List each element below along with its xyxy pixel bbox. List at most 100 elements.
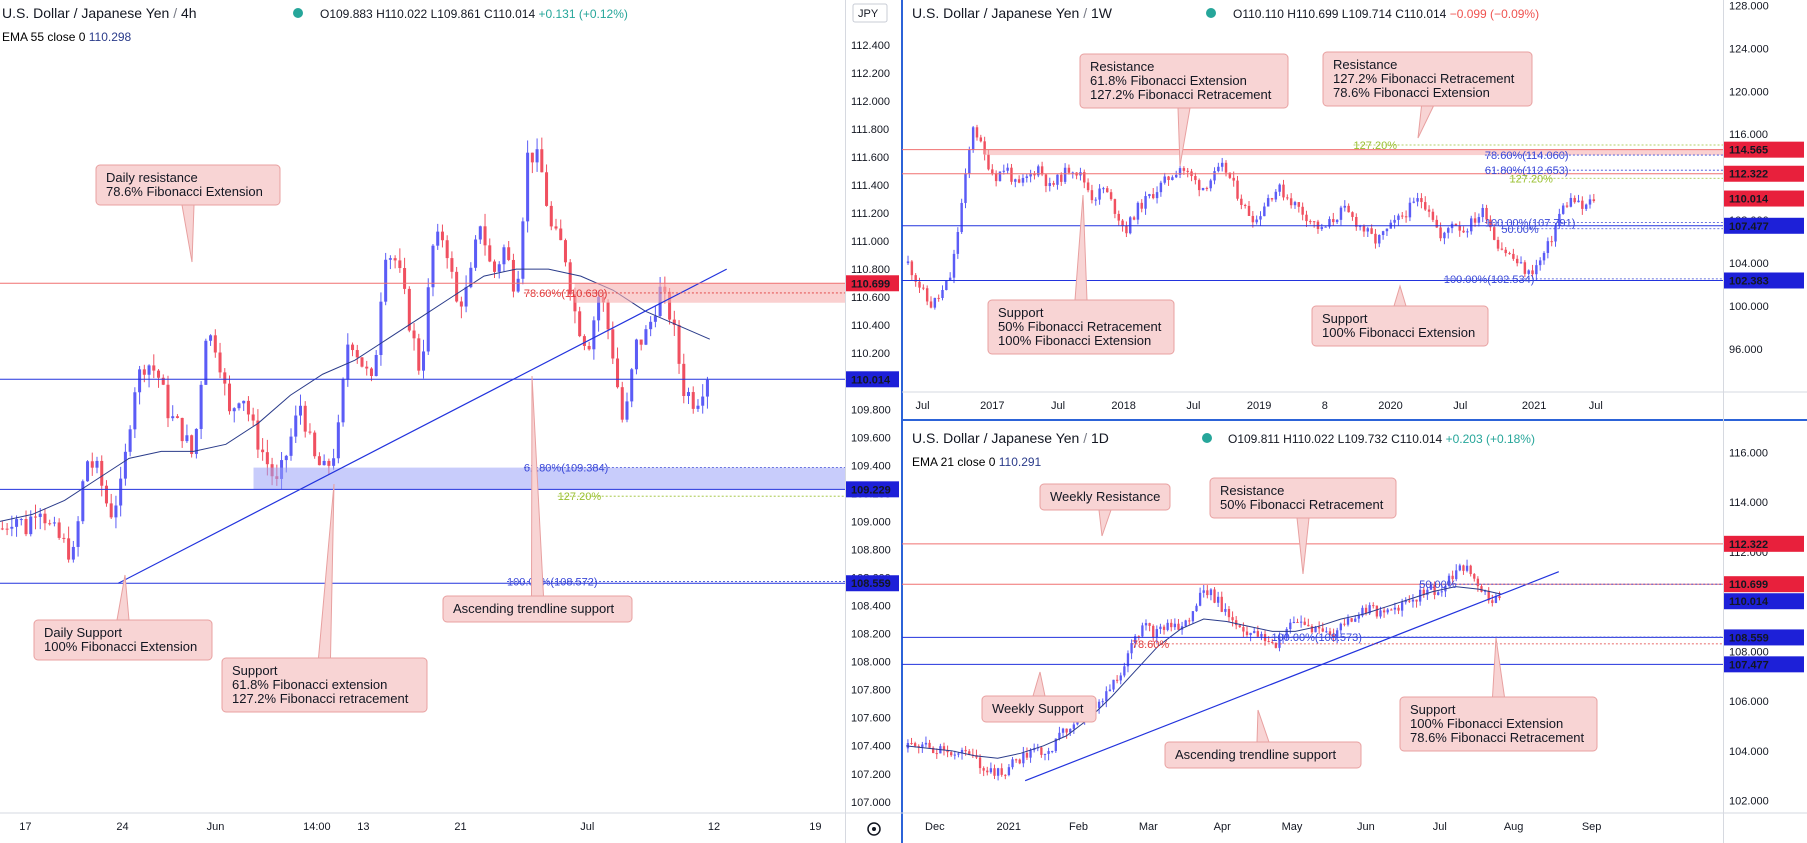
panel-daily[interactable]: 116.000114.000112.000110.000108.000106.0… (902, 447, 1804, 833)
candle-body (1102, 188, 1105, 190)
candle-body (161, 377, 165, 385)
callout-text: 78.6% Fibonacci Retracement (1410, 730, 1585, 745)
settings-gear-icon[interactable] (867, 822, 881, 836)
fib-level-label: 127.20% (1510, 173, 1554, 185)
candle-body (1006, 167, 1009, 171)
callout-d-weekly-sup[interactable]: Weekly Support (981, 671, 1097, 723)
candle-body (554, 226, 558, 229)
time-axis[interactable]: Dec 2021 Feb Mar Apr May Jun Jul Aug Sep (925, 821, 1601, 833)
trendline[interactable] (1024, 571, 1560, 782)
price-badge-label: 107.477 (1729, 659, 1769, 671)
candle-body (1148, 194, 1151, 197)
callout-pointer (1074, 194, 1088, 301)
candle-body (991, 169, 994, 174)
candle-body (1494, 596, 1498, 603)
callout-box (442, 595, 633, 623)
time-tick-label: Jul (1453, 400, 1467, 412)
candle-body (1321, 628, 1324, 632)
candle-body (1314, 627, 1317, 633)
price-axis[interactable]: 116.000114.000112.000110.000108.000106.0… (1729, 447, 1769, 807)
time-tick-label: Jul (580, 821, 594, 833)
candle-body (384, 259, 388, 302)
time-tick-label: 14:00 (303, 821, 331, 833)
candle-body (1094, 199, 1097, 201)
callout-d-weekly-res[interactable]: Weekly Resistance (1039, 483, 1171, 537)
price-tick-label: 107.000 (851, 797, 891, 809)
price-tick-label: 107.200 (851, 769, 891, 781)
candle-body (1550, 241, 1553, 243)
candle-body (175, 416, 179, 418)
candle-body (1328, 631, 1332, 635)
time-axis[interactable]: Jul 2017 Jul 2018 Jul 2019 8 2020 Jul 2021 Jul (915, 400, 1602, 412)
candles (906, 559, 1501, 781)
candle-body (1216, 596, 1220, 603)
candle-body (403, 268, 407, 289)
candle-body (1569, 197, 1573, 207)
candle-body (1191, 611, 1195, 622)
price-badge-bg (1724, 217, 1804, 234)
candle-body (1007, 767, 1011, 776)
candle-body (535, 149, 539, 163)
candle-body (1535, 265, 1538, 275)
candle-body (1447, 575, 1451, 586)
candle-body (1412, 201, 1415, 203)
candle-body (1184, 620, 1187, 627)
candle-body (1469, 565, 1472, 575)
svg-text:U.S. Dollar / Japanese Yen / 1: U.S. Dollar / Japanese Yen / 1W (912, 5, 1113, 21)
svg-text:U.S. Dollar / Japanese Yen / 1: U.S. Dollar / Japanese Yen / 1D (912, 430, 1109, 446)
price-tick-label: 114.000 (1729, 497, 1768, 509)
panel-weekly[interactable]: 128.000124.000120.000116.000112.000108.0… (902, 0, 1804, 412)
candle-body (1029, 173, 1032, 177)
candle-body (1174, 174, 1178, 178)
candle-body (1408, 202, 1412, 218)
candle-body (1259, 216, 1262, 220)
callout-box (1039, 483, 1171, 511)
trendline[interactable] (118, 268, 727, 584)
candle-body (147, 365, 151, 375)
time-axis[interactable]: 17 24 Jun 14:00 13 21 Jul 12 19 (19, 821, 821, 833)
candle-body (559, 228, 563, 241)
candle-body (1052, 183, 1055, 185)
candle-body (1014, 759, 1018, 761)
candle-body (464, 287, 468, 307)
candle-body (407, 288, 411, 331)
svg-text:U.S. Dollar / Japanese Yen / 4: U.S. Dollar / Japanese Yen / 4h (2, 5, 197, 21)
candle-body (1134, 636, 1137, 644)
candle-body (1166, 622, 1169, 630)
panel2-change: −0.099 (−0.09%) (1450, 7, 1539, 21)
panel-4h[interactable]: 112.400 112.200 112.000 111.800 111.600 111.4… (0, 40, 899, 833)
candle-body (1451, 575, 1454, 580)
fib-level-label: 100.00%(107.791) (1485, 217, 1576, 229)
candle-body (393, 258, 397, 261)
candle-body (398, 260, 402, 269)
fib-level-label: 61.80%(112.653) (1485, 165, 1569, 177)
price-tick-label: 111.600 (851, 152, 889, 164)
candle-body (924, 742, 928, 745)
price-badge: 110.014 (1724, 190, 1804, 207)
candle-body (1354, 618, 1357, 622)
currency-selector[interactable]: JPY (852, 3, 888, 23)
candle-body (922, 287, 925, 289)
price-badge-bg (846, 275, 899, 292)
candle-body (48, 523, 52, 525)
price-tick-label: 108.000 (1729, 646, 1769, 658)
candle-body (1266, 198, 1270, 207)
time-tick-label: Jul (1186, 400, 1200, 412)
price-axis[interactable]: 112.400 112.200 112.000 111.800 111.600 111.4… (851, 40, 891, 809)
callout-d-asc-sup[interactable]: Ascending trendline support (1164, 709, 1362, 769)
callout-box (981, 695, 1097, 723)
candle-body (171, 416, 175, 419)
candle-body (968, 751, 971, 755)
candle-body (1292, 621, 1296, 623)
callout-ascending-support[interactable]: Ascending trendline support (442, 375, 633, 623)
callout-pointer (116, 574, 130, 621)
